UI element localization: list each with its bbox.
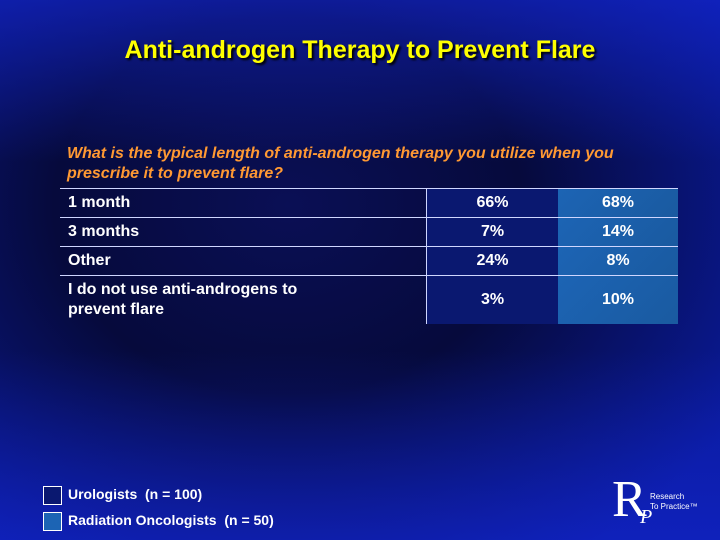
table-row: 3 months 7% 14% xyxy=(60,217,678,247)
question: What is the typical length of anti-andro… xyxy=(67,145,614,182)
table-cell: Other xyxy=(60,246,427,276)
table-cell: 1 month xyxy=(60,188,427,218)
cell-value: 7% xyxy=(480,223,505,240)
legend-item: Urologists (n = 100) xyxy=(43,486,202,505)
slide-title: Anti-androgen Therapy to Prevent Flare xyxy=(124,36,596,64)
cell-value: 10% xyxy=(601,291,635,308)
logo-text: To Practice™ xyxy=(650,502,698,511)
legend-label: Urologists (n = 100) xyxy=(68,486,203,503)
cell-value: 24% xyxy=(476,252,509,269)
row-label: I do not use anti-androgens to prevent f… xyxy=(68,281,298,318)
legend-swatch xyxy=(43,512,62,531)
legend-swatch xyxy=(43,486,62,505)
results-table: 1 month 66% 68% 3 months 7% 14% Other 24% 8% I do… xyxy=(60,188,678,324)
cell-value: 66% xyxy=(476,194,509,211)
table-cell: 66% xyxy=(426,188,558,218)
table-cell: 3% xyxy=(426,275,558,324)
table-cell: I do not use anti-androgens to prevent f… xyxy=(60,275,427,324)
legend-item: Radiation Oncologists (n = 50) xyxy=(43,512,274,531)
cell-value: 68% xyxy=(601,194,635,211)
table-cell: 3 months xyxy=(60,217,427,247)
legend-label: Radiation Oncologists (n = 50) xyxy=(68,512,274,529)
row-label: 1 month xyxy=(68,194,131,211)
cell-value: 3% xyxy=(480,291,505,308)
table-row: 1 month 66% 68% xyxy=(60,188,678,218)
row-label: 3 months xyxy=(68,223,140,240)
logo-sub: P xyxy=(640,506,653,528)
table-row: I do not use anti-androgens to prevent f… xyxy=(60,275,678,324)
table-cell: 14% xyxy=(558,217,678,247)
row-label: Other xyxy=(68,252,111,269)
table-cell: 68% xyxy=(558,188,678,218)
logo-letter: R xyxy=(612,471,647,528)
table-cell: 24% xyxy=(426,246,558,276)
table-cell: 7% xyxy=(426,217,558,247)
table-cell: 8% xyxy=(558,246,678,276)
cell-value: 14% xyxy=(601,223,635,240)
logo-text: Research xyxy=(650,492,685,501)
table-row: Other 24% 8% xyxy=(60,246,678,276)
cell-value: 8% xyxy=(606,252,630,269)
table-cell: 10% xyxy=(558,275,678,324)
